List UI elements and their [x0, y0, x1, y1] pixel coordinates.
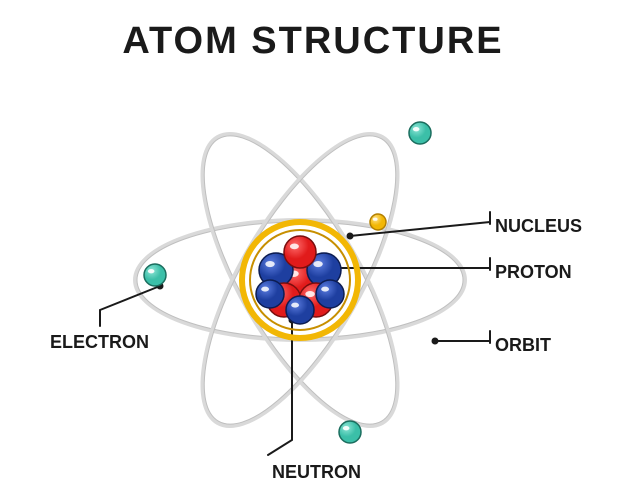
- label-neutron: NEUTRON: [272, 462, 361, 483]
- electron: [339, 421, 361, 443]
- electron: [144, 264, 166, 286]
- diagram-svg: [0, 0, 626, 501]
- neutron: [316, 280, 344, 308]
- label-nucleus: NUCLEUS: [495, 216, 582, 237]
- label-proton: PROTON: [495, 262, 572, 283]
- label-orbit: ORBIT: [495, 335, 551, 356]
- neutron: [256, 280, 284, 308]
- electron: [409, 122, 431, 144]
- proton: [284, 236, 316, 268]
- orbit-marker: [370, 214, 386, 230]
- nucleus-particles: [256, 236, 344, 324]
- neutron: [286, 296, 314, 324]
- atom-structure-diagram: ATOM STRUCTURE NUCLEUS PROTON ORBIT ELEC…: [0, 0, 626, 501]
- label-electron: ELECTRON: [50, 332, 149, 353]
